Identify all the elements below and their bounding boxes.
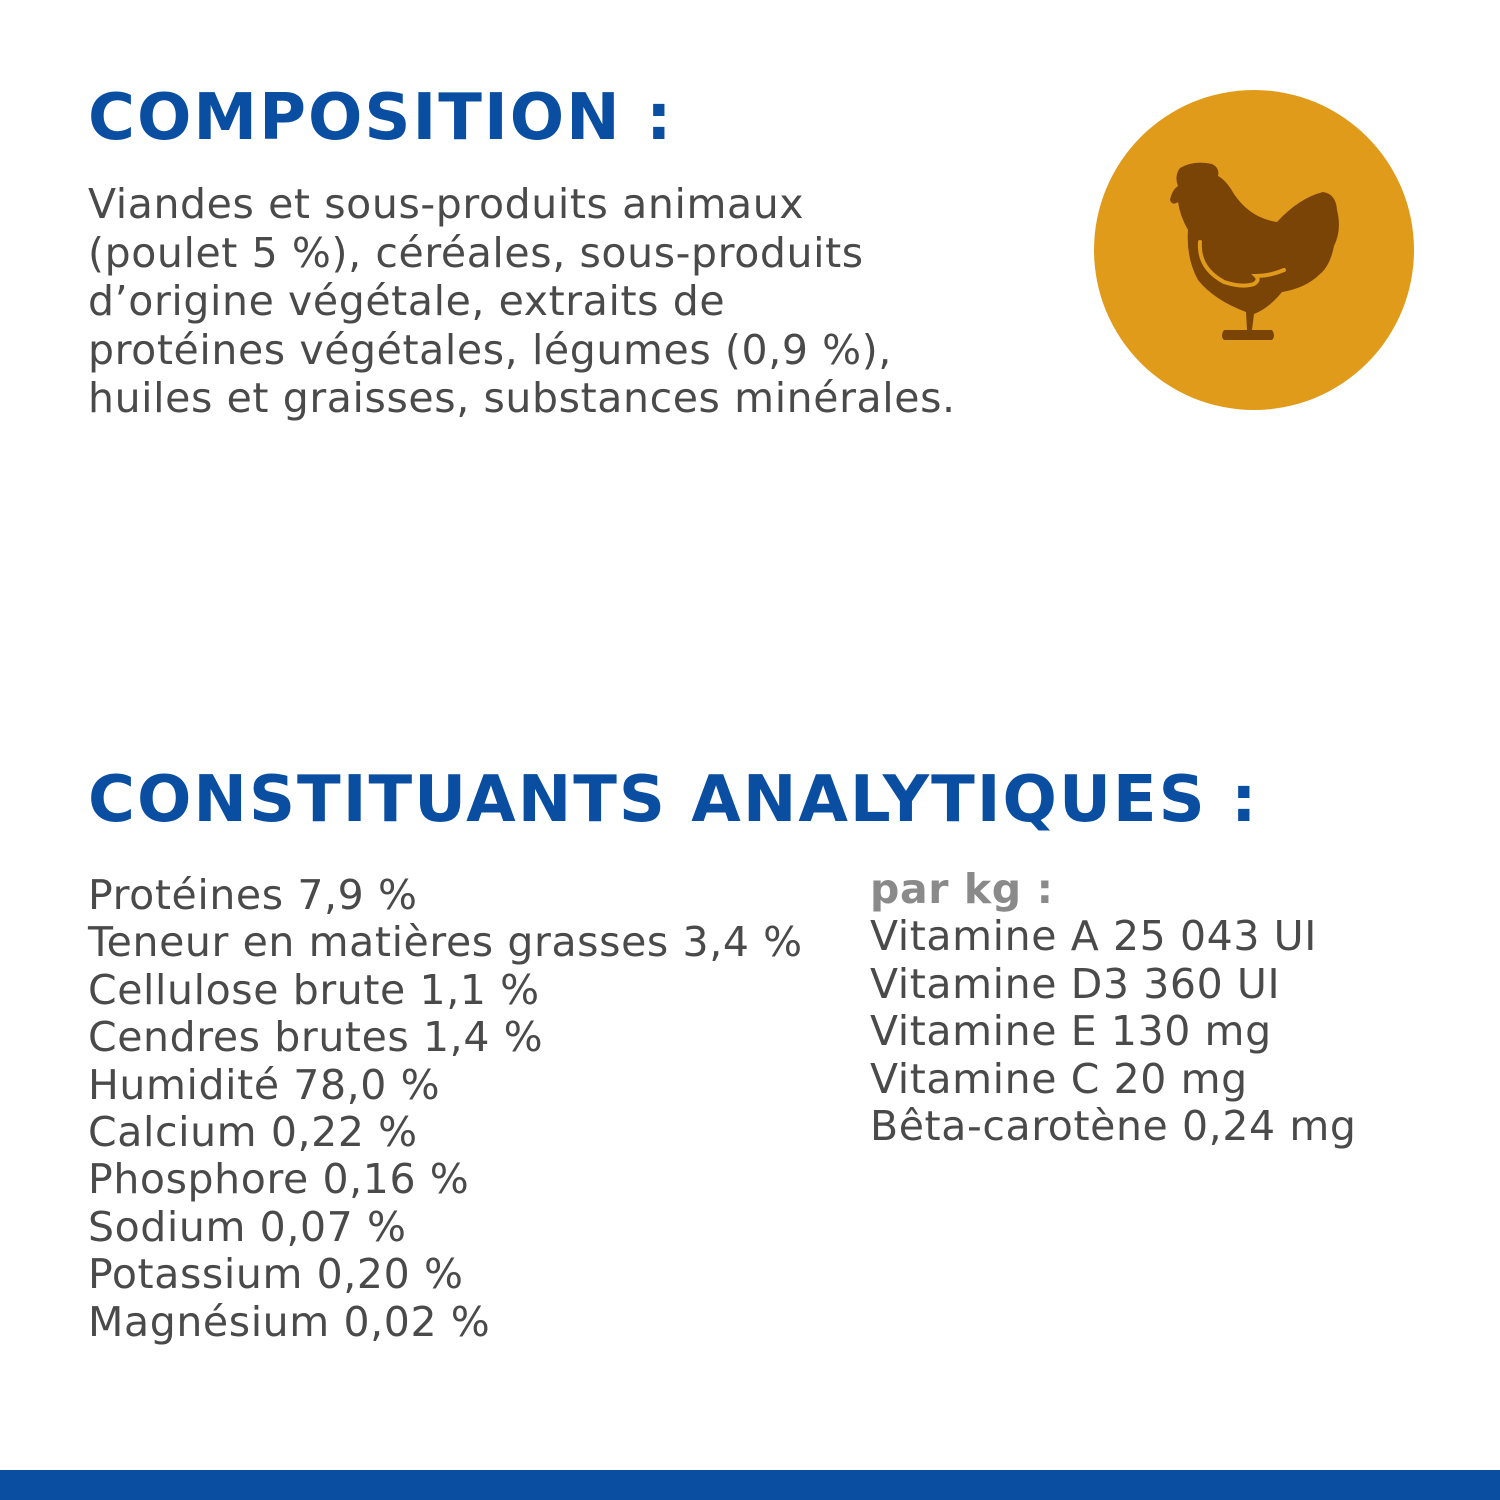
composition-title: COMPOSITION : bbox=[88, 81, 674, 155]
chicken-silhouette bbox=[1170, 162, 1339, 340]
analytical-item: Humidité 78,0 % bbox=[88, 1060, 441, 1109]
composition-text: Viandes et sous-produits animaux (poulet… bbox=[88, 180, 956, 423]
bottom-bar bbox=[0, 1470, 1500, 1500]
analytical-item: Magnésium 0,02 % bbox=[88, 1297, 491, 1346]
analytical-item: Sodium 0,07 % bbox=[88, 1202, 407, 1251]
per-kg-item: Vitamine C 20 mg bbox=[870, 1054, 1248, 1103]
composition-line: d’origine végétale, extraits de bbox=[88, 277, 726, 325]
analytical-item: Phosphore 0,16 % bbox=[88, 1155, 470, 1204]
analytical-item: Teneur en matières grasses 3,4 % bbox=[88, 918, 803, 967]
composition-line: Viandes et sous-produits animaux bbox=[88, 180, 805, 228]
composition-line: protéines végétales, légumes (0,9 %), bbox=[88, 325, 892, 374]
analytical-item: Protéines 7,9 % bbox=[88, 871, 418, 919]
analytical-item: Cendres brutes 1,4 % bbox=[88, 1013, 544, 1062]
per-kg-item: Vitamine A 25 043 UI bbox=[870, 912, 1317, 961]
chicken-icon bbox=[1094, 90, 1414, 410]
composition-line: (poulet 5 %), céréales, sous-produits bbox=[88, 228, 864, 277]
composition-line: huiles et graisses, substances minérales… bbox=[88, 374, 956, 422]
chicken-wing-line bbox=[1197, 240, 1286, 288]
analytical-item: Cellulose brute 1,1 % bbox=[88, 965, 540, 1014]
per-kg-label: par kg : bbox=[870, 865, 1054, 913]
per-kg-item: Bêta-carotène 0,24 mg bbox=[870, 1102, 1357, 1151]
analytical-item: Potassium 0,20 % bbox=[88, 1250, 464, 1299]
per-kg-item: Vitamine D3 360 UI bbox=[870, 959, 1281, 1008]
analytical-item: Calcium 0,22 % bbox=[88, 1108, 418, 1157]
per-kg-item: Vitamine E 130 mg bbox=[870, 1007, 1272, 1056]
analytical-title: CONSTITUANTS ANALYTIQUES : bbox=[88, 763, 1259, 837]
per-kg-list: par kg : Vitamine A 25 043 UI Vitamine D… bbox=[870, 865, 1357, 1151]
analytical-list: Protéines 7,9 % Teneur en matières grass… bbox=[88, 871, 803, 1346]
